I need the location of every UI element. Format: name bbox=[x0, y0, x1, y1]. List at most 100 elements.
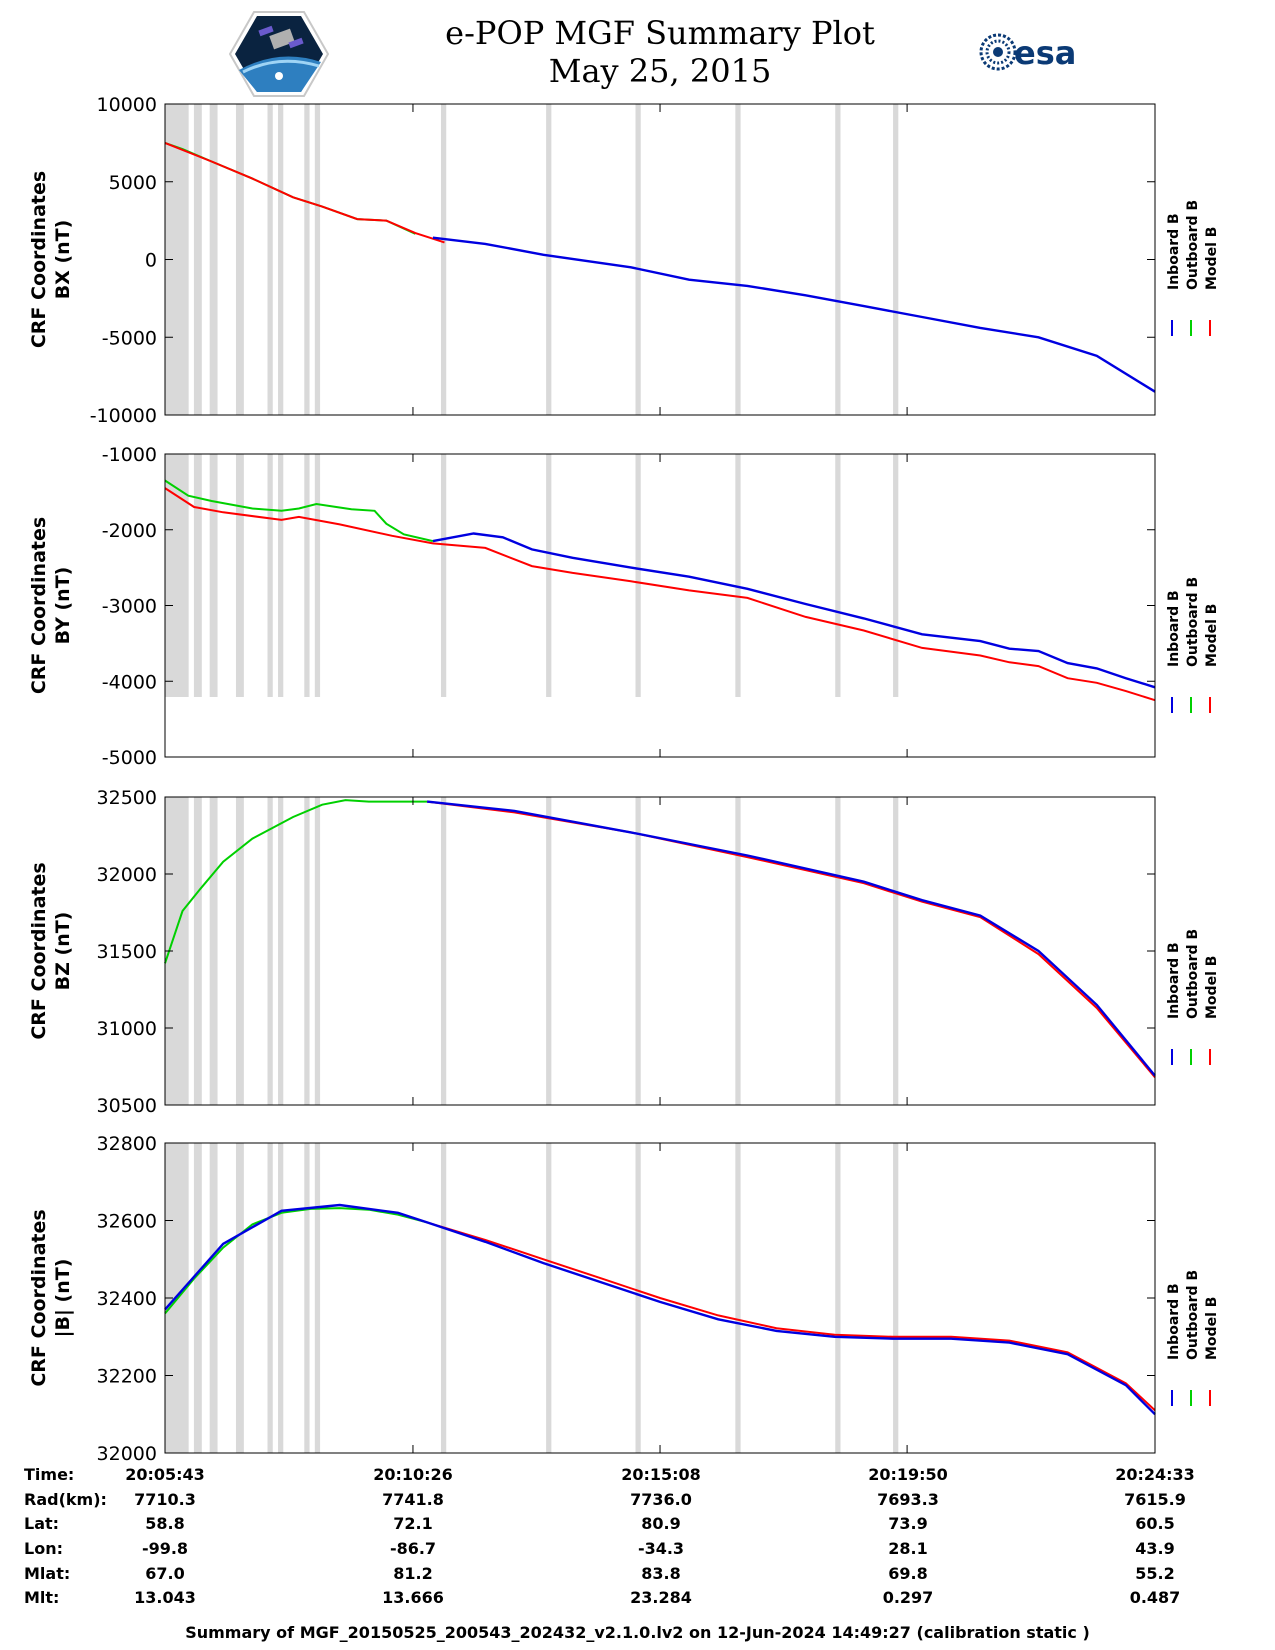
epop-cassiope-logo bbox=[229, 11, 329, 97]
data-gap-band bbox=[835, 104, 841, 415]
ephemeris-row-label: Mlt: bbox=[24, 1588, 59, 1607]
y-axis-label: CRF Coordinates BZ (nT) bbox=[28, 862, 74, 1039]
y-tick-label: 32500 bbox=[97, 787, 157, 809]
data-gap-band bbox=[546, 454, 552, 697]
panel-1: 10000 5000 0 -5000 -10000 CRF Coordinates BX (… bbox=[28, 94, 1220, 427]
ephemeris-value: 20:24:33 bbox=[1115, 1465, 1195, 1484]
ephemeris-value: 20:19:50 bbox=[868, 1465, 948, 1484]
ephemeris-value: 7736.0 bbox=[630, 1490, 692, 1509]
y-axis-label-line2: BX (nT) bbox=[52, 220, 74, 300]
data-gap-band bbox=[735, 1143, 741, 1453]
panel-4: 32800 32600 32400 32200 32000 CRF Coordinates… bbox=[28, 1133, 1220, 1465]
y-tick-label: -2000 bbox=[102, 520, 157, 542]
data-gap-band bbox=[278, 1143, 284, 1453]
data-gap-band bbox=[304, 104, 310, 415]
series-model-b bbox=[164, 487, 1156, 702]
ephemeris-value: 7710.3 bbox=[134, 1490, 196, 1509]
data-gap-band bbox=[635, 104, 641, 415]
data-gap-band bbox=[278, 454, 284, 697]
legend-label: Inboard B bbox=[1166, 213, 1182, 290]
ephemeris-value: -34.3 bbox=[638, 1539, 684, 1558]
panel-2: -1000 -2000 -3000 -4000 -5000 CRF Coordinates… bbox=[28, 444, 1220, 769]
data-gap-band bbox=[635, 797, 641, 1105]
ephemeris-row-label: Time: bbox=[24, 1465, 74, 1484]
data-gap-band bbox=[546, 1143, 552, 1453]
data-gap-band bbox=[278, 797, 284, 1105]
data-gap-band bbox=[209, 1143, 218, 1453]
data-gap-band bbox=[893, 454, 899, 697]
data-gap-band bbox=[235, 454, 244, 697]
legend-label: Model B bbox=[1204, 227, 1220, 290]
legend-label: Outboard B bbox=[1185, 577, 1201, 667]
y-tick-label: 32000 bbox=[97, 1443, 157, 1465]
data-gap-band bbox=[314, 1143, 321, 1453]
ephemeris-value: 7615.9 bbox=[1124, 1490, 1186, 1509]
series-inboard-b bbox=[426, 800, 1156, 1077]
legend-label: Inboard B bbox=[1166, 1283, 1182, 1360]
y-tick-label: 31500 bbox=[97, 941, 157, 963]
data-gap-band bbox=[835, 454, 841, 697]
ephemeris-value: 55.2 bbox=[1135, 1564, 1174, 1583]
data-gap-band bbox=[209, 104, 218, 415]
data-gap-band bbox=[835, 797, 841, 1105]
data-gap-band bbox=[735, 797, 741, 1105]
ephemeris-value: 13.043 bbox=[134, 1588, 196, 1607]
data-gap-band bbox=[267, 104, 273, 415]
y-tick-label: -3000 bbox=[102, 596, 157, 618]
data-gap-band bbox=[193, 454, 202, 697]
data-gap-band bbox=[893, 1143, 899, 1453]
ephemeris-row-label: Rad(km): bbox=[24, 1490, 107, 1509]
data-gap-band bbox=[209, 797, 218, 1105]
data-gap-band bbox=[267, 454, 273, 697]
ephemeris-row-label: Lat: bbox=[24, 1514, 59, 1533]
y-axis-label-line2: BY (nT) bbox=[52, 567, 74, 645]
data-gap-band bbox=[893, 797, 899, 1105]
ephemeris-table: Time: Rad(km): Lat: Lon: Mlat: Mlt: 20:05:43 77… bbox=[24, 1465, 1195, 1607]
ephemeris-value: 23.284 bbox=[630, 1588, 692, 1607]
y-tick-label: 0 bbox=[145, 250, 157, 272]
data-gap-band bbox=[546, 797, 552, 1105]
ephemeris-value: -99.8 bbox=[142, 1539, 188, 1558]
y-tick-label: 10000 bbox=[97, 94, 157, 116]
data-gap-band bbox=[440, 454, 447, 697]
data-gap-band bbox=[278, 104, 284, 415]
y-tick-label: 32800 bbox=[97, 1133, 157, 1155]
data-gap-band bbox=[304, 1143, 310, 1453]
data-gap-band bbox=[635, 1143, 641, 1453]
series-outboard-b bbox=[164, 799, 428, 964]
legend-label: Model B bbox=[1204, 604, 1220, 667]
y-tick-label: 30500 bbox=[97, 1095, 157, 1117]
ephemeris-value: 20:05:43 bbox=[125, 1465, 205, 1484]
y-axis-label-line2: BZ (nT) bbox=[52, 912, 74, 991]
series-model-b bbox=[164, 141, 445, 244]
y-tick-label: -1000 bbox=[102, 444, 157, 466]
esa-logo-text: esa bbox=[1014, 34, 1076, 72]
data-gap-band bbox=[546, 104, 552, 415]
ephemeris-value: 0.297 bbox=[883, 1588, 934, 1607]
legend-label: Model B bbox=[1204, 956, 1220, 1019]
axes-frame bbox=[164, 796, 1156, 1106]
data-gap-band bbox=[193, 797, 202, 1105]
file-summary-footer: Summary of MGF_20150525_200543_202432_v2… bbox=[185, 1623, 1090, 1642]
y-axis-label: CRF Coordinates BY (nT) bbox=[28, 517, 74, 694]
data-gap-band bbox=[165, 454, 189, 697]
y-tick-label: 32400 bbox=[97, 1288, 157, 1310]
ephemeris-value: 80.9 bbox=[641, 1514, 680, 1533]
y-axis-label-line1: CRF Coordinates bbox=[28, 517, 50, 694]
legend-label: Inboard B bbox=[1166, 942, 1182, 1019]
y-tick-label: -4000 bbox=[102, 671, 157, 693]
data-gap-band bbox=[314, 104, 321, 415]
data-gap-band bbox=[304, 797, 310, 1105]
series-inboard-b bbox=[432, 532, 1156, 689]
ephemeris-value: 43.9 bbox=[1135, 1539, 1174, 1558]
ephemeris-value: 0.487 bbox=[1130, 1588, 1181, 1607]
ephemeris-value: 73.9 bbox=[888, 1514, 927, 1533]
data-gap-band bbox=[440, 797, 447, 1105]
data-gap-band bbox=[735, 104, 741, 415]
axes-frame bbox=[164, 103, 1156, 416]
y-tick-label: -10000 bbox=[90, 405, 157, 427]
data-gap-band bbox=[314, 454, 321, 697]
ephemeris-value: 28.1 bbox=[888, 1539, 927, 1558]
legend-label: Inboard B bbox=[1166, 590, 1182, 667]
y-axis-label-line1: CRF Coordinates bbox=[28, 862, 50, 1039]
